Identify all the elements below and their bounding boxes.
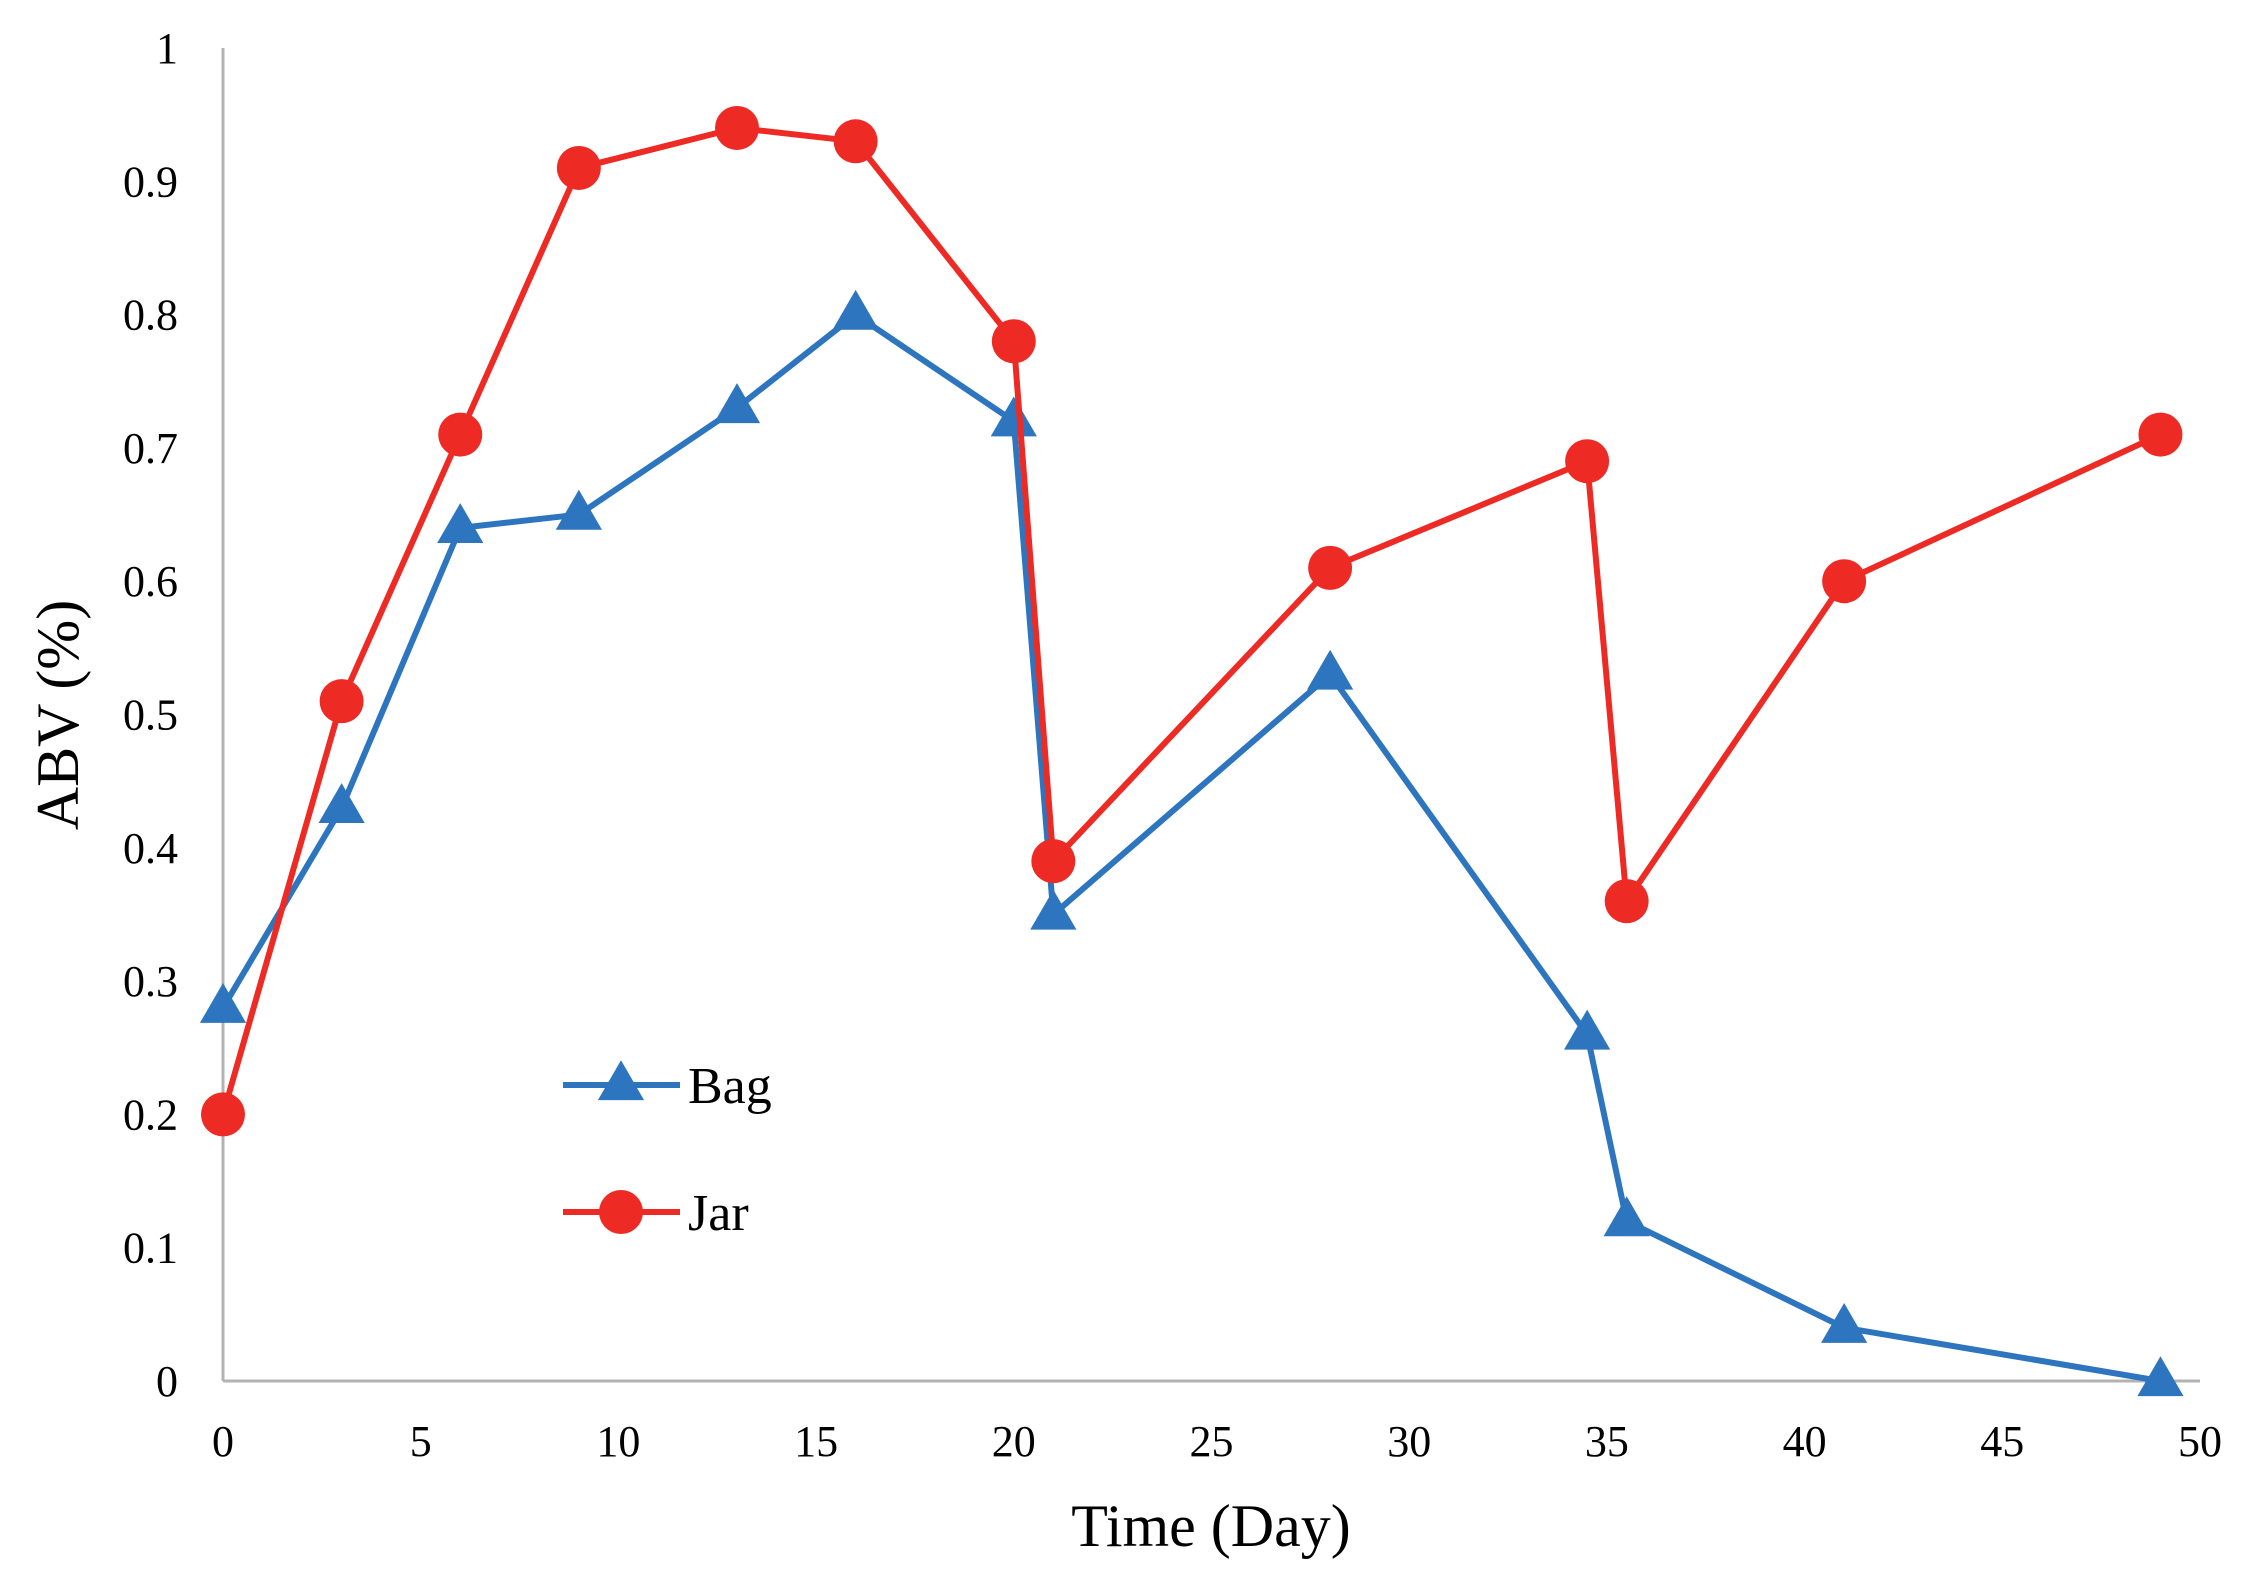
y-tick-label: 0.6 [123,557,178,606]
legend-item-bag: Bag [563,1058,772,1115]
data-point [715,105,760,150]
data-point [319,679,364,724]
data-point [1030,889,1077,930]
data-point [1604,879,1649,924]
series-line-bag [220,311,2164,1384]
series-layer [199,105,2184,1397]
series-line-jar [220,124,2164,1118]
x-tick-label: 30 [1387,1417,1431,1466]
data-point [832,289,879,330]
y-tick-label: 0 [156,1357,178,1406]
x-tick-label: 15 [794,1417,838,1466]
series-bag [199,289,2184,1397]
y-tick-labels: 0 0.1 0.2 0.3 0.4 0.5 0.6 0.7 0.8 0.9 1 [123,24,178,1406]
x-tick-label: 35 [1585,1417,1629,1466]
data-point [318,783,365,823]
y-tick-label: 0.5 [123,691,178,740]
y-tick-label: 0.3 [123,957,178,1006]
x-tick-label: 50 [2178,1417,2222,1466]
data-point [555,489,602,530]
axes [221,48,2200,1383]
legend-marker [599,1190,643,1234]
legend: Bag Jar [563,1058,772,1242]
x-axis-title: Time (Day) [1071,1493,1350,1559]
data-point [833,119,878,164]
data-point [437,503,484,544]
data-point [991,319,1036,364]
data-point [438,412,483,457]
x-tick-labels: 0 5 10 15 20 25 30 35 40 45 50 [212,1417,2222,1466]
data-point [1822,559,1867,604]
x-tick-label: 40 [1783,1417,1827,1466]
data-point [1603,1196,1650,1237]
x-tick-label: 45 [1980,1417,2024,1466]
legend-marker [597,1060,645,1101]
y-tick-label: 1 [156,24,178,73]
y-tick-label: 0.8 [123,291,178,340]
y-tick-label: 0.7 [123,424,178,473]
x-tick-label: 25 [1190,1417,1234,1466]
data-point [199,983,247,1023]
y-tick-label: 0.9 [123,157,178,206]
data-point [556,145,601,190]
y-tick-label: 0.4 [123,824,178,873]
data-point [2138,412,2183,457]
y-tick-label: 0.1 [123,1224,178,1273]
x-tick-label: 20 [992,1417,1036,1466]
x-tick-label: 5 [410,1417,432,1466]
data-point [1565,439,1610,484]
y-axis-title: ABV (%) [25,600,91,831]
data-point [990,396,1037,437]
series-jar [201,105,2183,1137]
data-point [201,1092,245,1137]
data-point [1308,545,1353,590]
legend-label: Bag [688,1058,772,1115]
legend-item-jar: Jar [563,1185,749,1242]
legend-label: Jar [688,1185,749,1242]
data-point [2137,1356,2184,1397]
data-point [1307,649,1354,690]
x-tick-label: 0 [212,1417,234,1466]
x-tick-label: 10 [596,1417,640,1466]
data-point [1821,1302,1868,1343]
data-point [1564,1009,1611,1050]
data-point [1031,839,1076,884]
data-point [713,383,761,424]
y-tick-label: 0.2 [123,1090,178,1139]
